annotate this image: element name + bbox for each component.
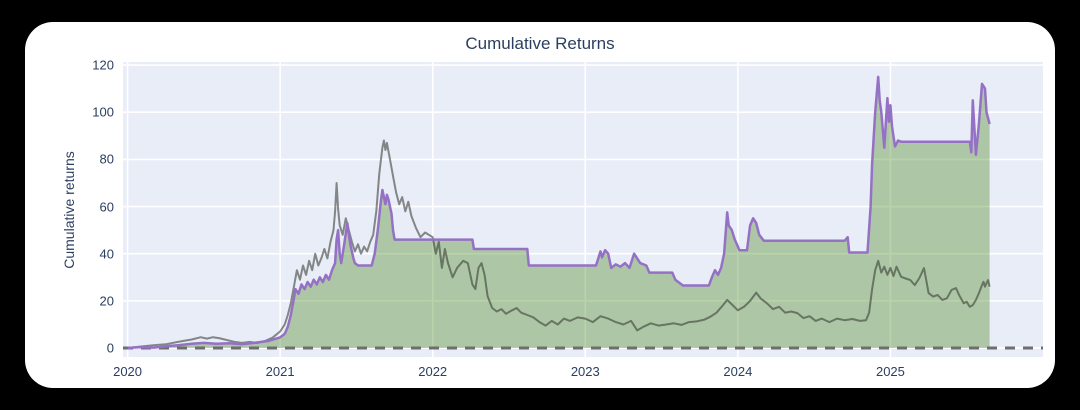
chart-title: Cumulative Returns	[465, 34, 615, 53]
returns-area-fill	[127, 76, 990, 349]
gray-series-line	[127, 139, 991, 349]
purple-series-line	[127, 75, 991, 350]
y-axis-title: Cumulative returns	[61, 151, 77, 269]
